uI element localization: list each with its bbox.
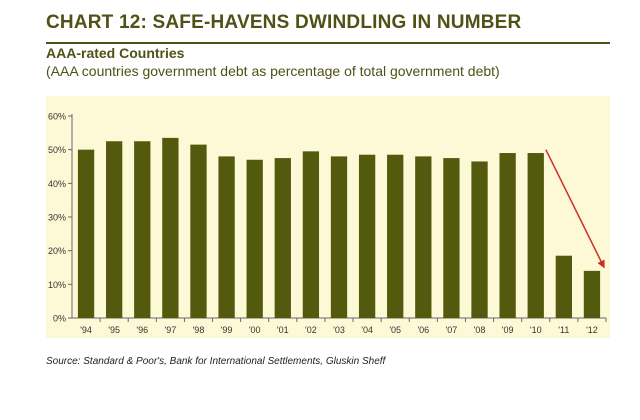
bar xyxy=(218,156,235,318)
x-tick-label: '07 xyxy=(446,325,458,335)
bar xyxy=(415,156,432,318)
y-tick-label: 20% xyxy=(48,246,66,256)
y-tick-label: 40% xyxy=(48,179,66,189)
x-tick-label: '94 xyxy=(80,325,92,335)
x-tick-label: '05 xyxy=(389,325,401,335)
plot-background xyxy=(46,96,610,338)
bar xyxy=(471,161,488,318)
bar xyxy=(302,151,320,318)
bar xyxy=(106,141,123,318)
x-tick-label: '98 xyxy=(193,325,205,335)
chart-description: (AAA countries government debt as percen… xyxy=(46,63,500,79)
bar xyxy=(555,255,572,318)
x-tick-label: '03 xyxy=(333,325,345,335)
bar xyxy=(77,149,95,318)
x-tick-label: '99 xyxy=(221,325,233,335)
y-tick-label: 30% xyxy=(48,213,66,223)
x-tick-label: '01 xyxy=(277,325,289,335)
x-tick-label: '02 xyxy=(305,325,317,335)
bar xyxy=(246,159,263,318)
source-note: Source: Standard & Poor's, Bank for Inte… xyxy=(46,356,386,367)
bar xyxy=(190,144,207,318)
bar xyxy=(358,154,376,318)
x-tick-label: '00 xyxy=(249,325,261,335)
chart-title: CHART 12: SAFE-HAVENS DWINDLING IN NUMBE… xyxy=(46,12,522,33)
x-tick-label: '97 xyxy=(165,325,177,335)
x-tick-label: '95 xyxy=(108,325,120,335)
bar xyxy=(162,137,179,318)
x-tick-label: '11 xyxy=(558,325,569,335)
title-divider xyxy=(46,42,610,44)
bar xyxy=(330,156,348,318)
x-tick-label: '06 xyxy=(417,325,429,335)
bar xyxy=(499,153,516,318)
bar xyxy=(387,154,404,318)
x-tick-label: '04 xyxy=(361,325,373,335)
bar xyxy=(443,158,460,318)
bar xyxy=(583,270,601,318)
bar xyxy=(134,141,151,318)
y-tick-label: 0% xyxy=(53,314,66,324)
y-tick-label: 60% xyxy=(48,112,66,122)
bar xyxy=(527,153,544,318)
trend-arrow xyxy=(545,149,605,269)
y-tick-label: 10% xyxy=(48,280,66,290)
x-tick-label: '08 xyxy=(474,325,486,335)
y-tick-label: 50% xyxy=(48,145,66,155)
x-tick-label: '10 xyxy=(530,325,542,335)
chart-subtitle: AAA-rated Countries xyxy=(46,45,185,61)
x-tick-label: '96 xyxy=(136,325,148,335)
bar xyxy=(274,158,291,318)
x-tick-label: '09 xyxy=(502,325,514,335)
x-tick-label: '12 xyxy=(586,325,598,335)
